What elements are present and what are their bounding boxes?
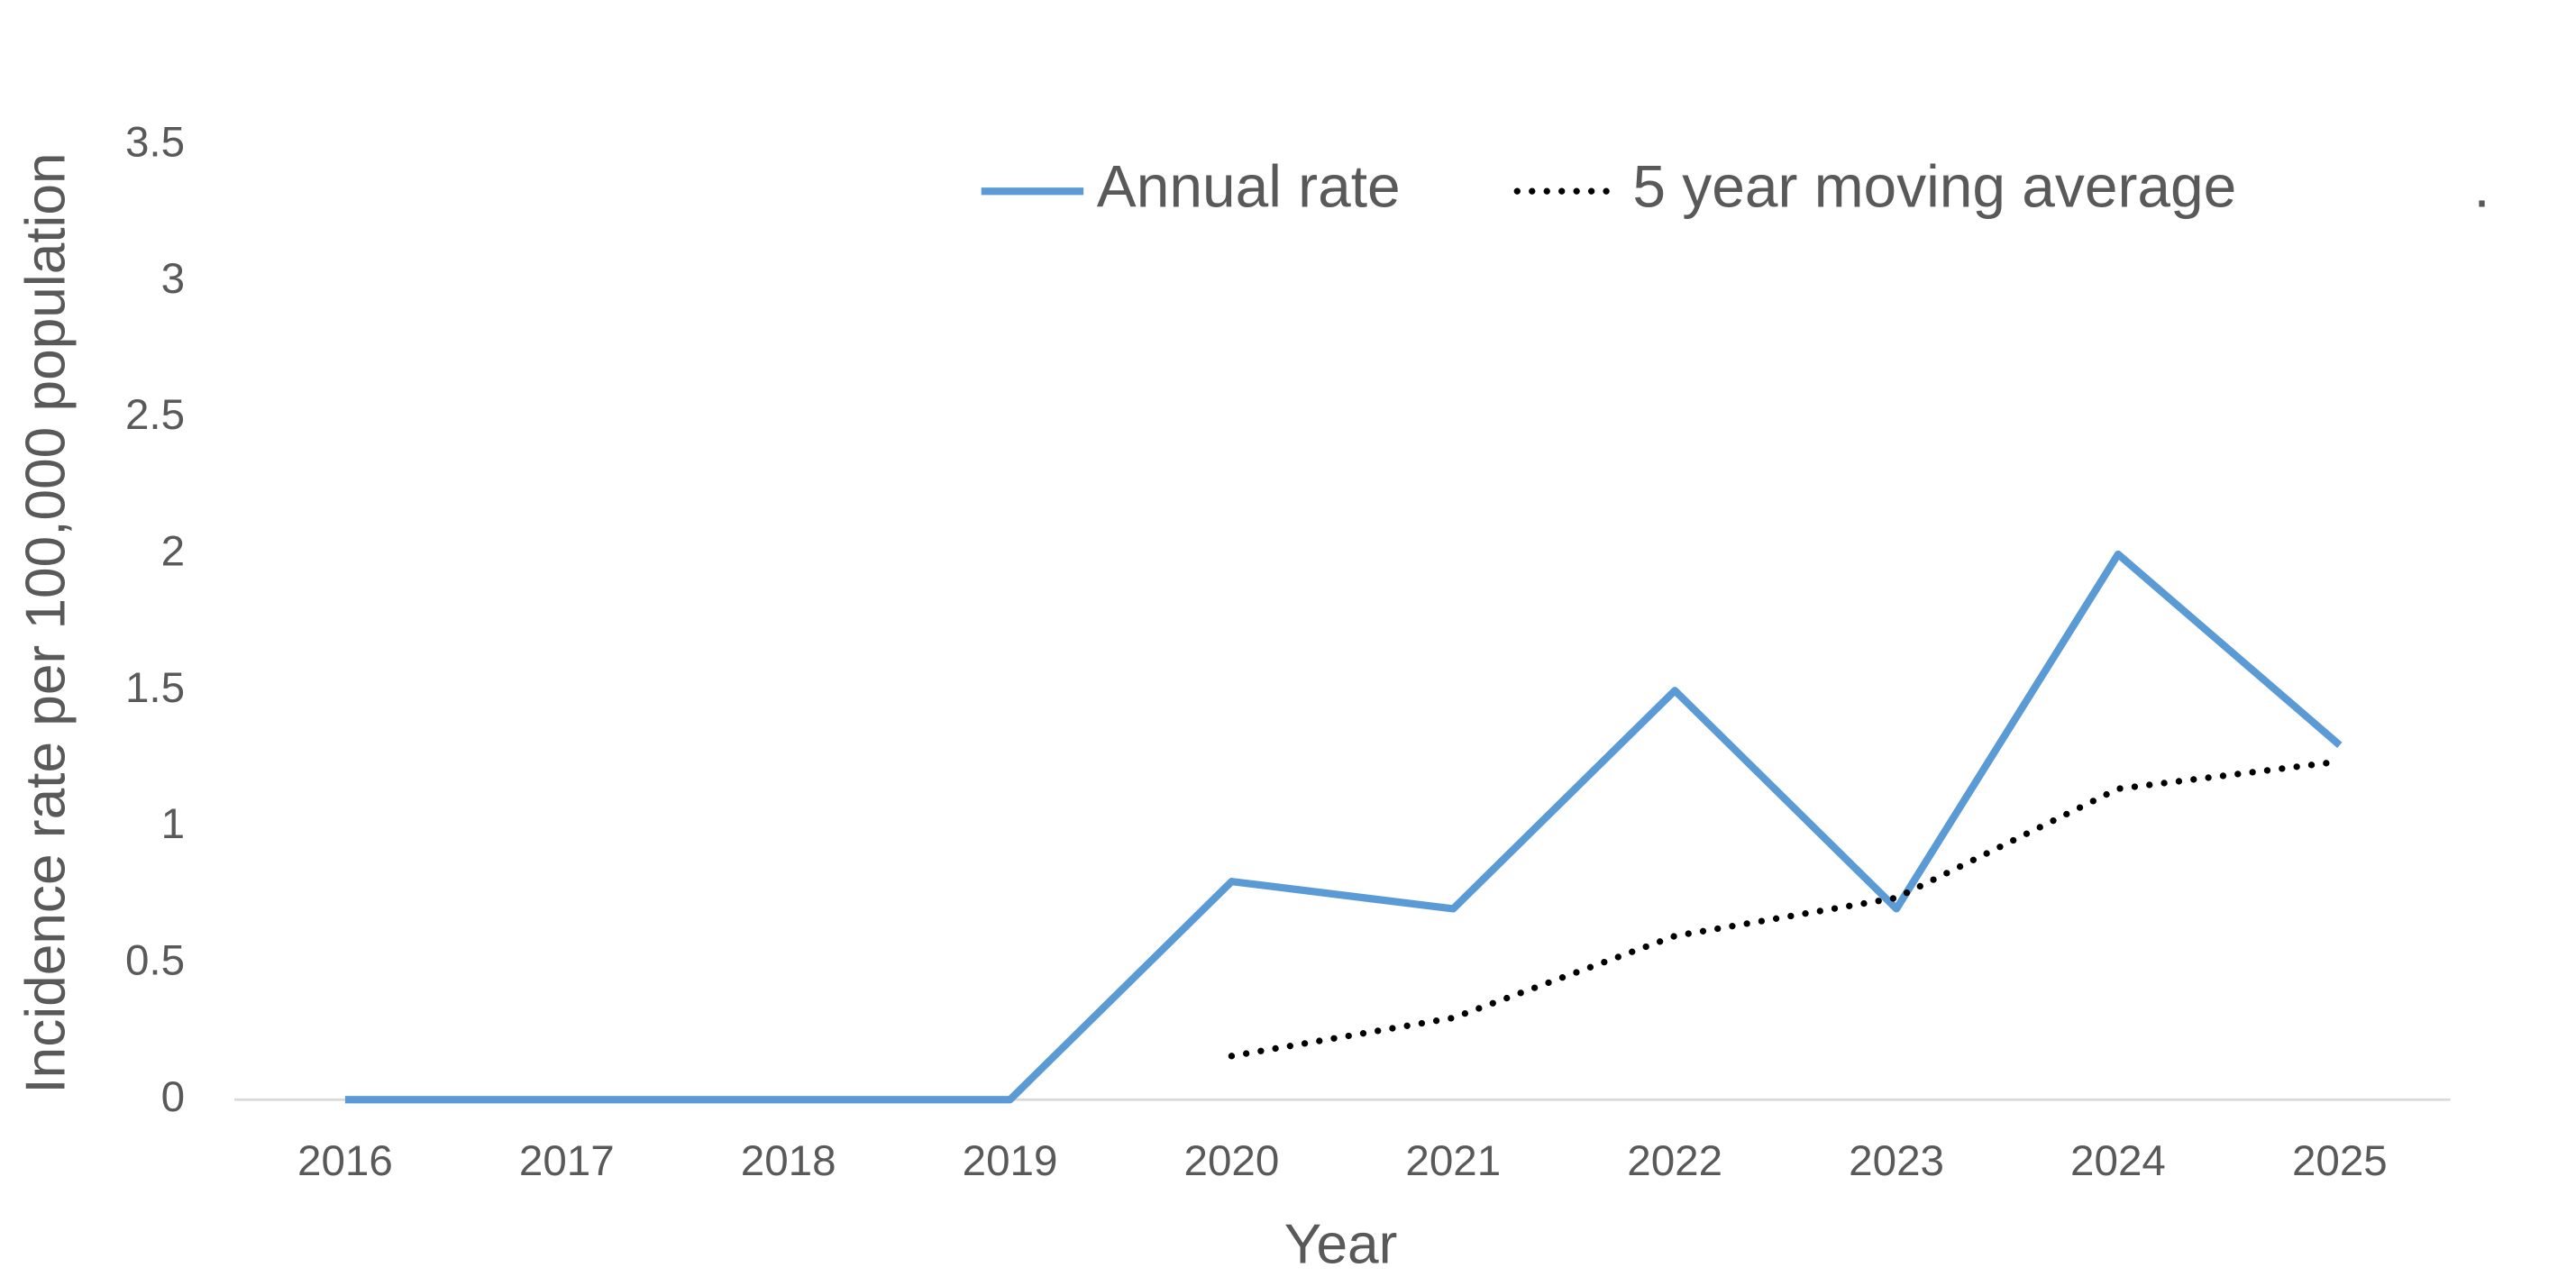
x-tick-label: 2023 xyxy=(1849,1137,1944,1185)
y-tick-label: 2 xyxy=(161,528,185,576)
legend-label: . xyxy=(2473,153,2489,220)
x-tick-label: 2021 xyxy=(1405,1137,1501,1185)
y-axis-title: Incidence rate per 100,000 population xyxy=(14,152,77,1093)
y-tick-label: 1 xyxy=(161,800,185,848)
x-tick-label: 2019 xyxy=(963,1137,1058,1185)
y-tick-label: 1.5 xyxy=(125,664,185,712)
series-line xyxy=(1228,758,2343,1060)
x-tick-label: 2017 xyxy=(519,1137,615,1185)
y-tick-label: 0 xyxy=(161,1073,185,1121)
x-tick-label: 2022 xyxy=(1627,1137,1722,1185)
x-axis-title: Year xyxy=(1284,1213,1398,1275)
x-tick-label: 2025 xyxy=(2292,1137,2388,1185)
series-line xyxy=(344,550,2343,1104)
x-tick-label: 2016 xyxy=(297,1137,393,1185)
y-tick-label: 3 xyxy=(161,255,185,303)
legend-label: Annual rate xyxy=(1097,153,1401,220)
legend-label: 5 year moving average xyxy=(1632,153,2236,220)
x-tick-label: 2024 xyxy=(2070,1137,2166,1185)
y-tick-label: 0.5 xyxy=(125,937,185,985)
x-tick-label: 2020 xyxy=(1184,1137,1280,1185)
x-tick-label: 2018 xyxy=(741,1137,836,1185)
y-tick-label: 3.5 xyxy=(125,119,185,167)
y-tick-label: 2.5 xyxy=(125,391,185,439)
